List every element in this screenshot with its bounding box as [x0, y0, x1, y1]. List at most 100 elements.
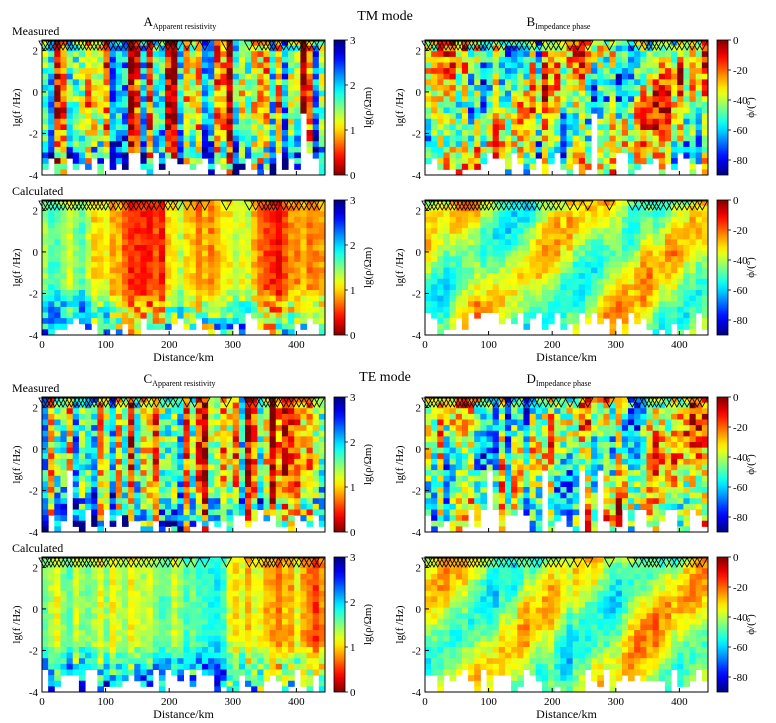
heatmap-cell	[171, 118, 178, 125]
heatmap-cell	[152, 250, 160, 257]
heatmap-cell	[548, 245, 555, 252]
heatmap-cell	[318, 73, 326, 80]
colorbar-tick-label: -20	[733, 65, 748, 77]
heatmap-cell	[226, 135, 234, 142]
heatmap-cell	[554, 45, 561, 52]
heatmap-cell	[232, 73, 240, 80]
heatmap-cell	[597, 278, 604, 285]
heatmap-cell	[572, 96, 580, 103]
heatmap-cell	[548, 312, 555, 319]
heatmap-cell	[486, 239, 494, 246]
heatmap-cell	[208, 323, 215, 330]
heatmap-cell	[165, 146, 172, 154]
heatmap-cell	[312, 222, 320, 229]
heatmap-cell	[695, 158, 703, 165]
heatmap-cell	[443, 68, 451, 75]
heatmap-cell	[312, 250, 320, 257]
heatmap-cell	[158, 492, 166, 499]
heatmap-cell	[517, 284, 524, 291]
heatmap-cell	[701, 152, 709, 159]
heatmap-cell	[603, 73, 611, 80]
heatmap-cell	[257, 233, 264, 240]
heatmap-cell	[621, 90, 629, 97]
heatmap-cell	[312, 312, 320, 319]
heatmap-cell	[158, 135, 166, 142]
heatmap-cell	[158, 267, 166, 274]
heatmap-cell	[288, 312, 295, 319]
heatmap-cell	[281, 51, 289, 58]
heatmap-cell	[480, 96, 488, 103]
heatmap-cell	[214, 73, 221, 80]
heatmap-cell	[535, 56, 543, 64]
heatmap-cell	[134, 250, 141, 257]
heatmap-cell	[128, 228, 135, 235]
heatmap-cell	[245, 141, 252, 148]
heatmap-cell	[504, 295, 512, 302]
heatmap-cell	[177, 135, 184, 142]
heatmap-cell	[245, 290, 252, 297]
heatmap-cell	[640, 301, 647, 308]
heatmap-cell	[634, 245, 641, 252]
heatmap-cell	[425, 278, 432, 285]
heatmap-cell	[109, 211, 117, 218]
heatmap-cell	[275, 45, 283, 52]
heatmap-cell	[437, 130, 444, 137]
heatmap-cell	[60, 481, 68, 488]
heatmap-cell	[615, 113, 623, 120]
heatmap-cell	[171, 447, 178, 454]
heatmap-cell	[312, 62, 320, 69]
heatmap-cell	[701, 284, 709, 291]
heatmap-cell	[97, 509, 105, 516]
heatmap-cell	[171, 503, 178, 511]
heatmap-cell	[584, 290, 592, 297]
heatmap-cell	[498, 278, 506, 285]
heatmap-cell	[128, 211, 135, 218]
heatmap-cell	[195, 245, 203, 252]
heatmap-cell	[48, 295, 55, 302]
heatmap-cell	[288, 295, 295, 302]
heatmap-cell	[226, 130, 234, 137]
heatmap-cell	[486, 45, 494, 52]
heatmap-cell	[60, 290, 68, 297]
heatmap-cell	[183, 402, 191, 409]
heatmap-cell	[628, 250, 635, 257]
heatmap-cell	[171, 295, 178, 302]
heatmap-cell	[504, 216, 512, 224]
heatmap-cell	[165, 419, 172, 426]
heatmap-cell	[201, 256, 209, 263]
heatmap-cell	[591, 40, 598, 47]
heatmap-cell	[158, 146, 166, 154]
heatmap-cell	[609, 101, 617, 109]
heatmap-cell	[214, 130, 221, 137]
heatmap-cell	[140, 130, 148, 137]
heatmap-cell	[195, 146, 203, 154]
heatmap-cell	[97, 216, 105, 224]
heatmap-cell	[572, 124, 580, 131]
heatmap-cell	[238, 40, 246, 47]
heatmap-cell	[689, 228, 697, 235]
station-marker-icon	[220, 40, 233, 51]
heatmap-cell	[48, 442, 55, 449]
heatmap-cell	[201, 130, 209, 137]
heatmap-cell	[504, 62, 512, 69]
heatmap-cell	[591, 278, 598, 285]
heatmap-cell	[554, 250, 561, 257]
heatmap-cell	[208, 301, 215, 308]
heatmap-cell	[306, 239, 314, 246]
heatmap-cell	[121, 200, 129, 207]
heatmap-cell	[134, 481, 141, 488]
heatmap-cell	[78, 90, 86, 97]
heatmap-cell	[474, 118, 481, 125]
station-markers	[38, 40, 325, 51]
heatmap-cell	[109, 267, 117, 274]
heatmap-cell	[115, 56, 123, 64]
heatmap-cell	[72, 458, 80, 466]
heatmap-cell	[461, 267, 469, 274]
heatmap-cell	[461, 228, 469, 235]
heatmap-cell	[437, 158, 444, 165]
heatmap-cell	[85, 306, 92, 314]
colorbar-tick-label: 1	[350, 125, 356, 137]
heatmap-cell	[535, 113, 543, 120]
heatmap-cell	[615, 124, 623, 131]
heatmap-cell	[97, 273, 105, 280]
